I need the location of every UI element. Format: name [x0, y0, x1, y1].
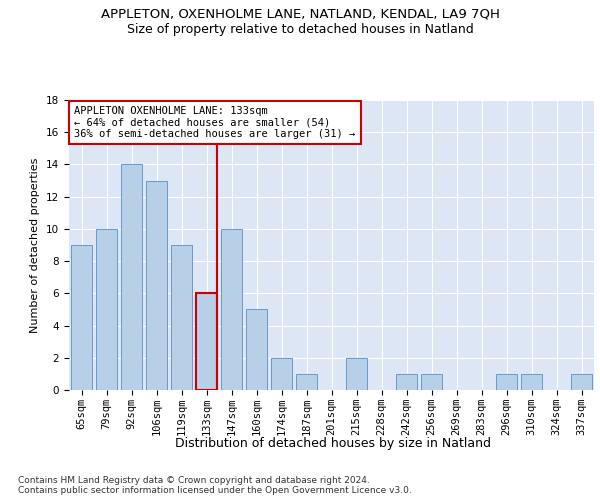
Text: Distribution of detached houses by size in Natland: Distribution of detached houses by size …: [175, 438, 491, 450]
Bar: [271, 358, 292, 390]
Bar: [146, 180, 167, 390]
Bar: [296, 374, 317, 390]
Text: Size of property relative to detached houses in Natland: Size of property relative to detached ho…: [127, 22, 473, 36]
Bar: [221, 229, 242, 390]
Text: APPLETON OXENHOLME LANE: 133sqm
← 64% of detached houses are smaller (54)
36% of: APPLETON OXENHOLME LANE: 133sqm ← 64% of…: [74, 106, 355, 139]
Text: Contains HM Land Registry data © Crown copyright and database right 2024.
Contai: Contains HM Land Registry data © Crown c…: [18, 476, 412, 495]
Bar: [346, 358, 367, 390]
Bar: [96, 229, 117, 390]
Bar: [121, 164, 142, 390]
Bar: [171, 245, 192, 390]
Bar: [71, 245, 92, 390]
Bar: [421, 374, 442, 390]
Bar: [246, 310, 267, 390]
Bar: [496, 374, 517, 390]
Bar: [196, 294, 217, 390]
Text: APPLETON, OXENHOLME LANE, NATLAND, KENDAL, LA9 7QH: APPLETON, OXENHOLME LANE, NATLAND, KENDA…: [101, 8, 499, 20]
Y-axis label: Number of detached properties: Number of detached properties: [31, 158, 40, 332]
Bar: [521, 374, 542, 390]
Bar: [571, 374, 592, 390]
Bar: [396, 374, 417, 390]
